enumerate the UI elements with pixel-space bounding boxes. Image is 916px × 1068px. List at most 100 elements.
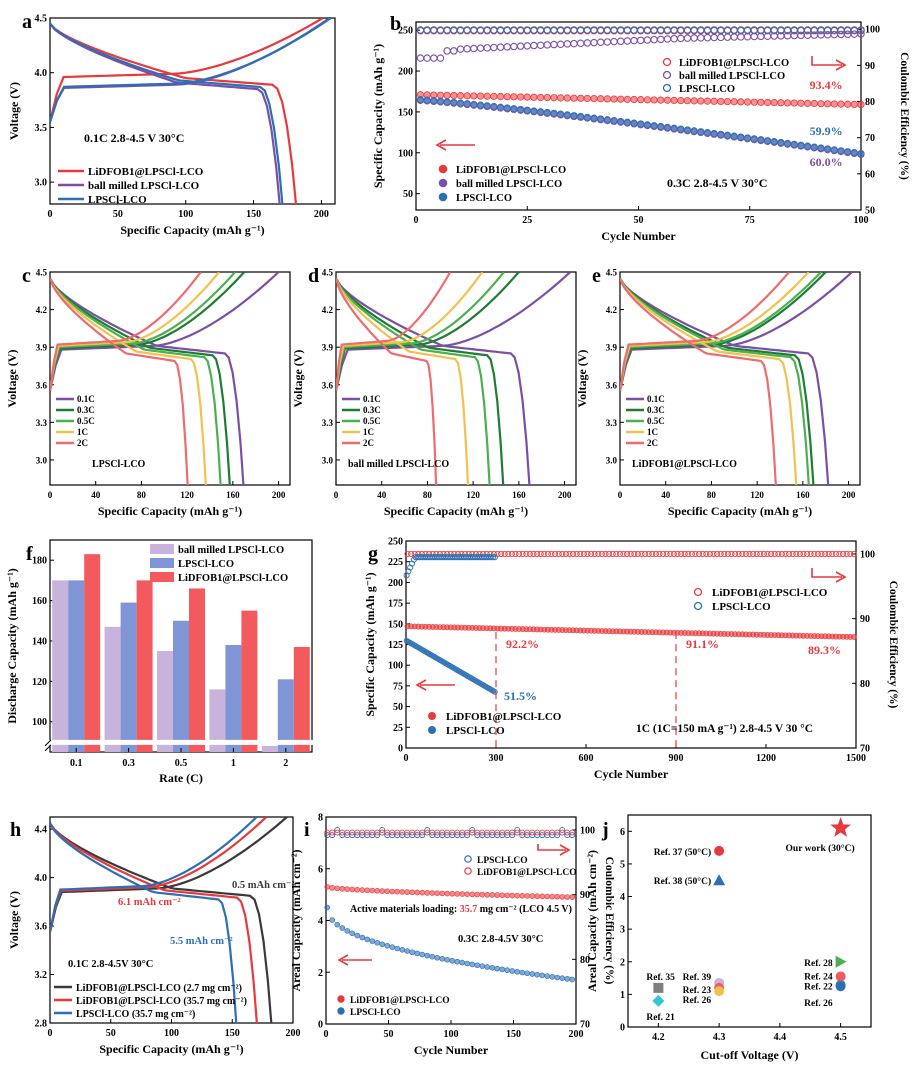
- x-tick-label: 300: [489, 753, 504, 764]
- capacity-marker: [557, 94, 565, 102]
- bar: [157, 651, 173, 752]
- ce-marker: [636, 36, 645, 45]
- reference-marker: [714, 845, 725, 856]
- y-tick-label: 200: [388, 578, 403, 589]
- y-tick-label: 180: [32, 556, 47, 567]
- curves: [336, 272, 572, 485]
- ce-marker: [424, 826, 431, 833]
- y-tick-label: 150: [398, 107, 413, 118]
- capacity-marker: [623, 95, 631, 103]
- capacity-marker: [757, 136, 765, 144]
- ce-marker: [610, 37, 618, 46]
- discharge-curve: [50, 22, 284, 204]
- legend-entry: LiDFOB1@LPSCl-LCO: [446, 711, 562, 723]
- x-tick-label: 80: [423, 490, 433, 500]
- ce-marker: [469, 826, 476, 833]
- reference-marker: [713, 874, 726, 886]
- capacity-marker: [529, 893, 536, 899]
- charge-curve: [336, 272, 505, 392]
- y-tick-label: 100: [388, 661, 403, 672]
- charge-curve: [620, 272, 810, 392]
- retention-label: 92.2%: [506, 637, 539, 651]
- ce-marker: [710, 550, 717, 557]
- capacity-marker: [470, 100, 478, 109]
- ce-marker: [556, 40, 565, 48]
- x-tick-label: 150: [246, 209, 261, 220]
- y-axis-label: Specific Capacity (mAh g⁻¹): [371, 44, 385, 188]
- reference-label: Ref. 26: [683, 996, 712, 1006]
- retention-label: 91.1%: [686, 637, 719, 651]
- capacity-marker: [710, 129, 718, 138]
- ce-marker: [483, 44, 491, 52]
- y2-tick-label: 70: [580, 1020, 590, 1031]
- y-tick-label: 3.3: [322, 418, 334, 428]
- ce-marker: [555, 550, 562, 557]
- y-tick-label: 125: [388, 640, 403, 651]
- capacity-marker: [399, 889, 406, 895]
- ce-marker: [488, 554, 495, 561]
- capacity-marker: [436, 91, 445, 99]
- reference-label: Ref. 22: [804, 983, 833, 993]
- legend-entry: LPSCl-LCO: [712, 601, 771, 613]
- ce-marker: [559, 826, 566, 833]
- legend-marker: [337, 1007, 345, 1015]
- capacity-marker: [536, 108, 545, 116]
- charge-curve: [620, 272, 853, 392]
- capacity-marker: [824, 100, 832, 108]
- capacity-marker: [703, 129, 712, 137]
- capacity-marker: [690, 97, 698, 105]
- capacity-marker: [344, 928, 351, 934]
- ce-marker: [609, 550, 616, 557]
- y-tick-label: 3: [620, 925, 625, 936]
- ce-marker: [764, 550, 771, 557]
- ce-marker: [717, 33, 725, 42]
- charge-curve: [336, 272, 520, 392]
- bar: [68, 580, 85, 752]
- x-tick-label: 200: [272, 490, 286, 500]
- y-tick-label: 2.8: [35, 1019, 48, 1030]
- charge-curve: [50, 272, 220, 392]
- y-tick-label: 25: [393, 723, 403, 734]
- ce-marker: [753, 550, 760, 557]
- ce-marker: [847, 550, 854, 557]
- ce-marker: [523, 550, 530, 557]
- capacity-marker: [543, 108, 551, 117]
- ce-marker: [491, 554, 498, 561]
- capacity-marker: [643, 96, 652, 104]
- legend-marker: [662, 83, 672, 93]
- capacity-marker: [534, 971, 541, 978]
- bar: [293, 647, 310, 752]
- capacity-marker: [817, 144, 825, 152]
- reference-label: Ref. 21: [646, 1013, 675, 1023]
- capacity-marker: [470, 92, 478, 100]
- x-tick-label: 200: [558, 490, 572, 500]
- capacity-marker: [329, 917, 336, 923]
- panel-g: 0 300 600 900 1200 1500 0 25 50 75 100 125 150 175 200…: [363, 537, 899, 782]
- bar: [225, 644, 242, 752]
- capacity-marker: [690, 127, 698, 135]
- y-tick-label: 4.2: [36, 305, 48, 315]
- y-tick-label: 0: [398, 744, 403, 755]
- y-tick-label: 250: [388, 537, 403, 548]
- ce-marker: [590, 38, 598, 47]
- capacity-marker: [499, 892, 506, 899]
- ce-marker: [800, 550, 807, 557]
- y-tick-label: 0: [620, 1023, 625, 1034]
- ce-marker: [530, 41, 538, 50]
- charge-curve: [336, 272, 484, 392]
- ce-marker: [768, 550, 775, 557]
- capacity-marker: [449, 890, 456, 897]
- bar: [173, 620, 189, 752]
- x-tick-label: 40: [91, 490, 101, 500]
- capacity-marker: [354, 932, 361, 939]
- y2-tick-label: 80: [580, 955, 590, 966]
- capacity-marker: [737, 133, 745, 141]
- legend-entry: LiDFOB1@LPSCl-LCO: [712, 587, 828, 599]
- loading-note-value: 35.7: [460, 904, 478, 915]
- legend-entry: ball milled LPSCl-LCO: [456, 179, 562, 190]
- y-tick-label: 4.2: [606, 305, 618, 315]
- ce-marker: [554, 832, 561, 839]
- y-tick-label: 0: [318, 1020, 323, 1031]
- ce-marker: [489, 554, 497, 561]
- capacity-marker: [663, 123, 672, 131]
